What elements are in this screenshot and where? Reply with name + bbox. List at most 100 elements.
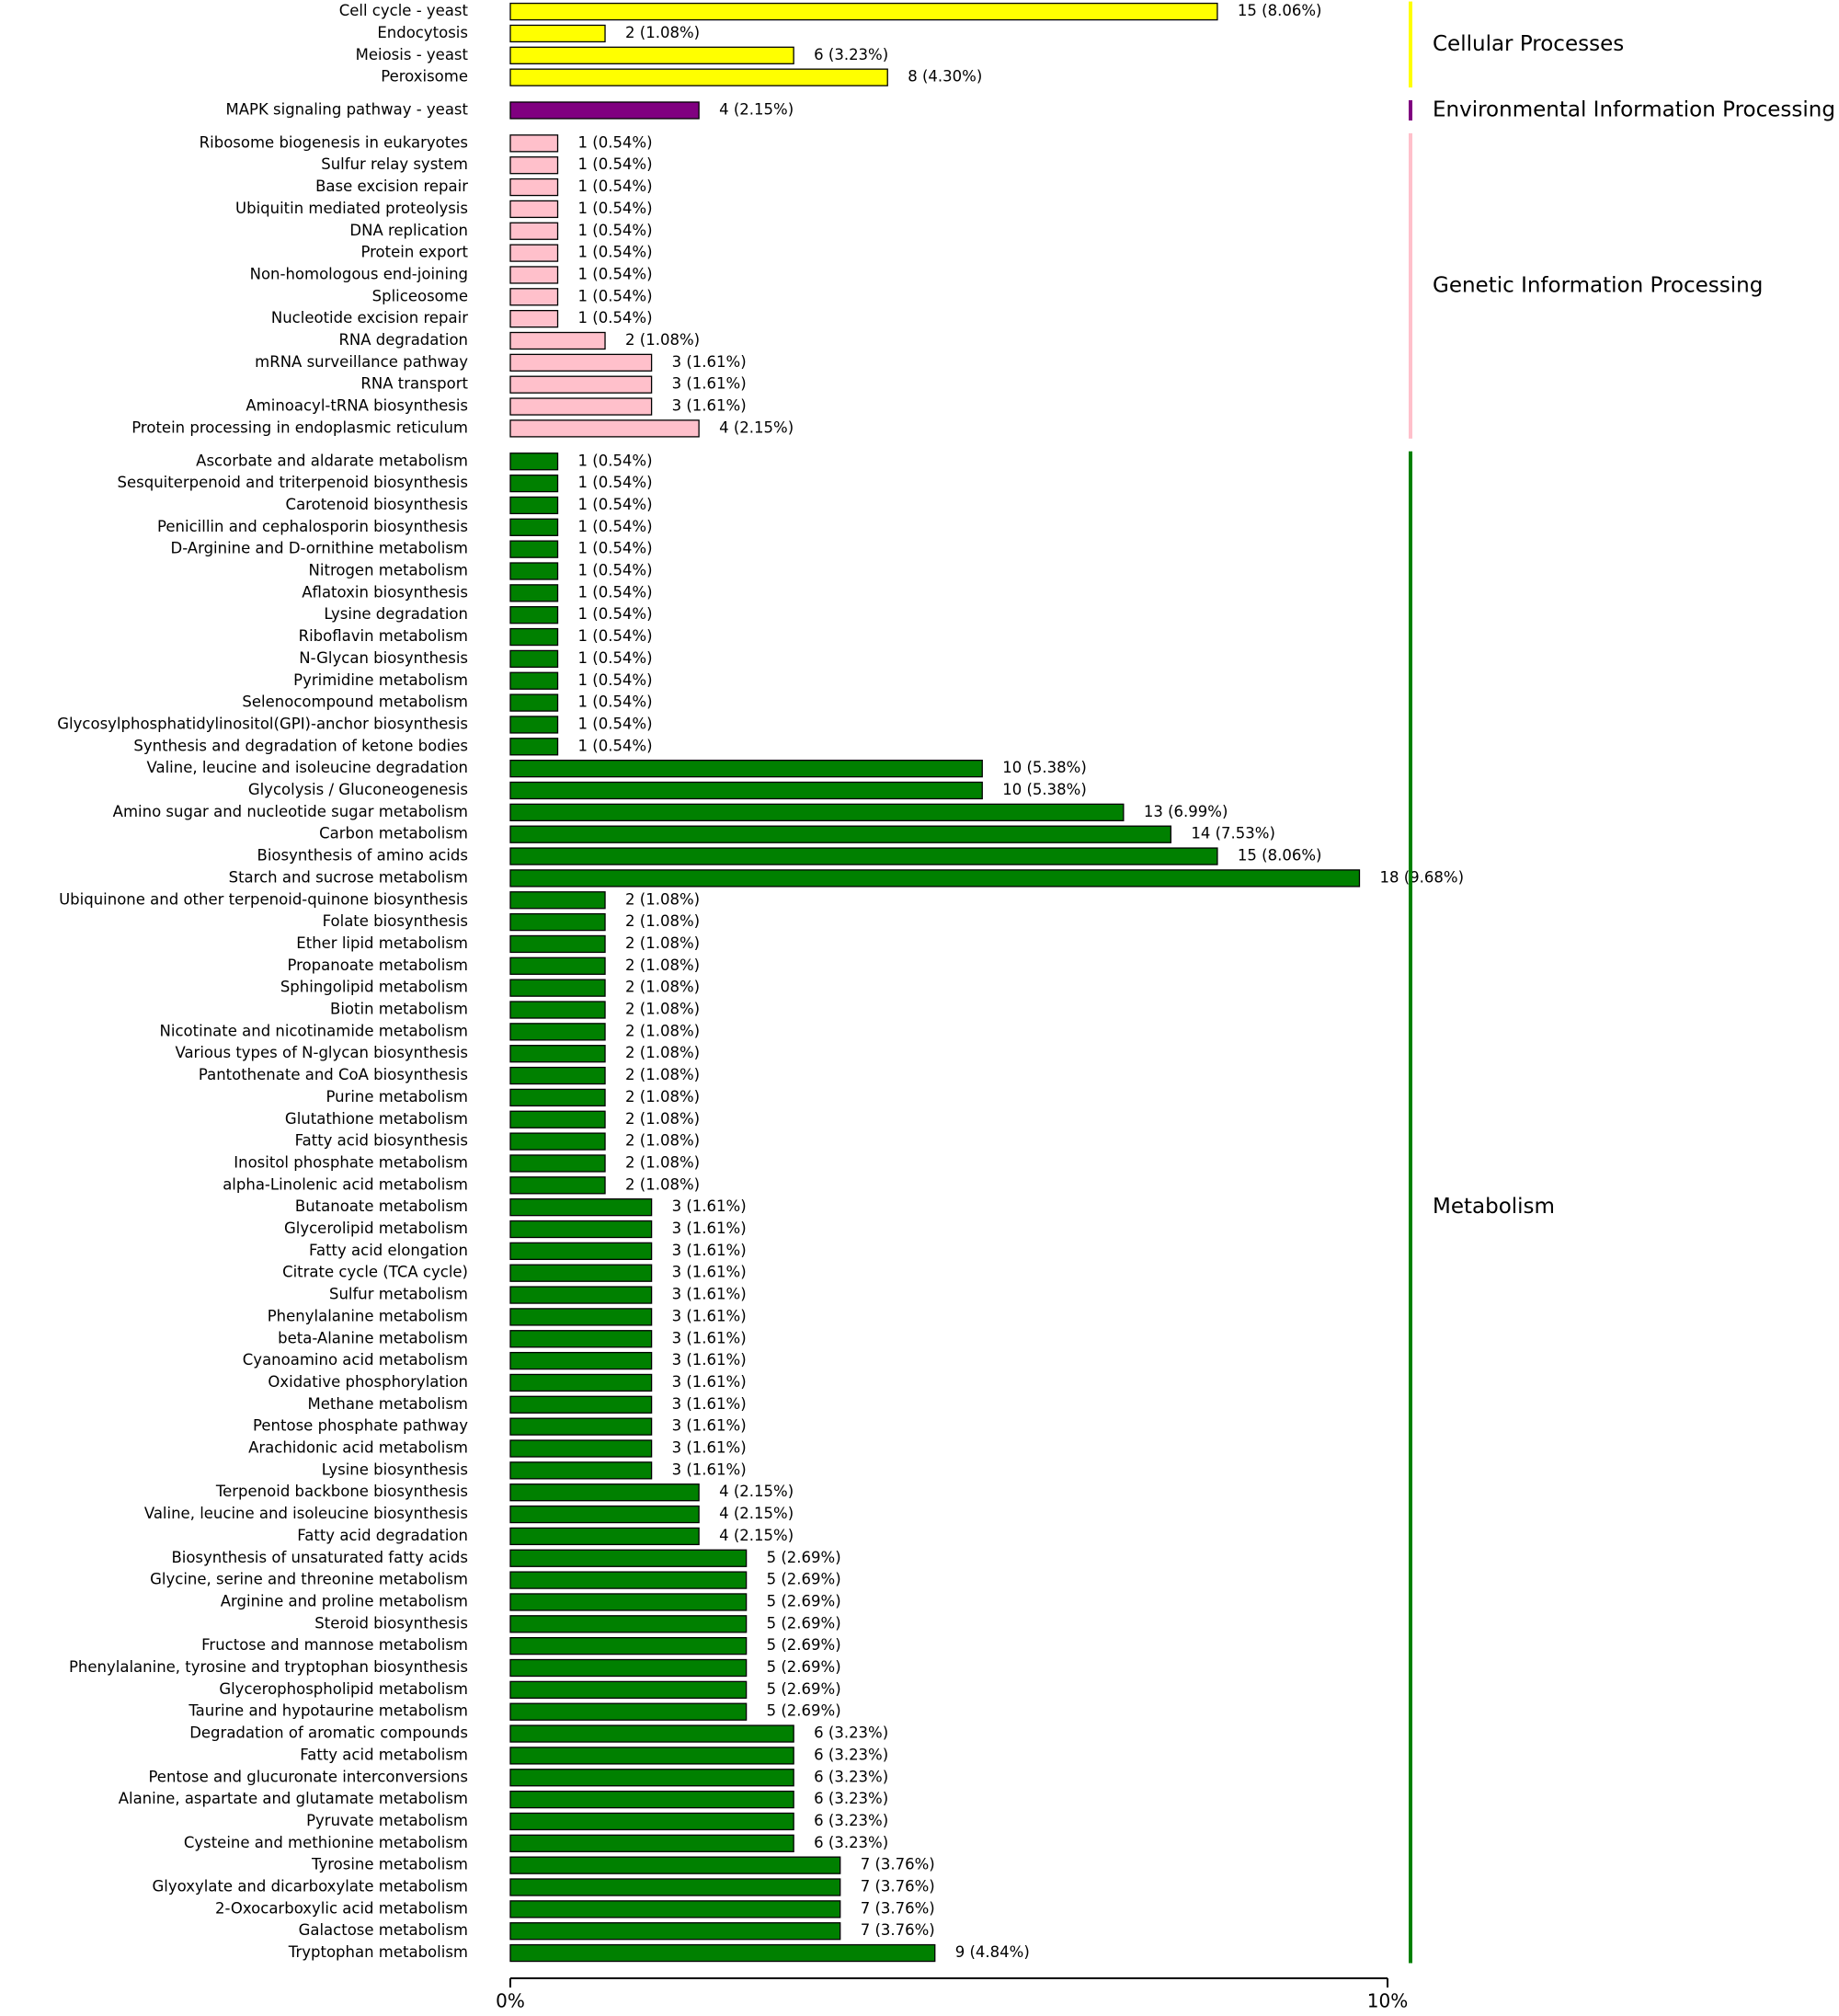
- value-label: 4 (2.15%): [719, 1527, 794, 1544]
- value-label: 18 (9.68%): [1379, 868, 1464, 886]
- value-label: 2 (1.08%): [625, 934, 700, 952]
- bar: [509, 496, 559, 515]
- bar: [509, 1769, 794, 1787]
- bar: [509, 1747, 794, 1765]
- bar: [509, 1637, 748, 1655]
- category-label: Sphingolipid metabolism: [280, 979, 468, 996]
- category-label: RNA degradation: [338, 331, 468, 349]
- category-label: MAPK signaling pathway - yeast: [225, 101, 468, 119]
- value-label: 2 (1.08%): [625, 1175, 700, 1193]
- value-label: 5 (2.69%): [767, 1658, 841, 1676]
- value-label: 1 (0.54%): [578, 287, 653, 304]
- bar: [509, 1330, 653, 1348]
- value-label: 1 (0.54%): [578, 178, 653, 195]
- value-label: 2 (1.08%): [625, 956, 700, 974]
- category-label: Citrate cycle (TCA cycle): [282, 1264, 468, 1281]
- bar: [509, 1878, 841, 1896]
- category-label: Glutathione metabolism: [285, 1110, 468, 1128]
- bar: [509, 1922, 841, 1941]
- value-label: 3 (1.61%): [672, 1329, 747, 1346]
- value-label: 3 (1.61%): [672, 1373, 747, 1391]
- category-label: Glyoxylate and dicarboxylate metabolism: [153, 1878, 469, 1896]
- bar: [509, 46, 794, 64]
- bar: [509, 803, 1125, 821]
- bar: [509, 760, 983, 778]
- value-label: 2 (1.08%): [625, 1066, 700, 1083]
- bar: [509, 1900, 841, 1919]
- category-label: Pentose and glucuronate interconversions: [148, 1768, 468, 1785]
- category-label: Biosynthesis of amino acids: [257, 847, 468, 865]
- category-label: Steroid biosynthesis: [314, 1614, 468, 1632]
- value-label: 5 (2.69%): [767, 1592, 841, 1609]
- value-label: 6 (3.23%): [814, 1746, 888, 1763]
- x-tick-label: 0%: [496, 1990, 525, 2012]
- value-label: 10 (5.38%): [1002, 781, 1087, 798]
- value-label: 2 (1.08%): [625, 1044, 700, 1061]
- category-label: Folate biosynthesis: [323, 912, 468, 930]
- category-label: Non-homologous end-joining: [250, 265, 468, 282]
- bar: [509, 222, 559, 240]
- value-label: 3 (1.61%): [672, 375, 747, 393]
- category-label: Alanine, aspartate and glutamate metabol…: [119, 1790, 468, 1807]
- bar: [509, 738, 559, 756]
- value-label: 1 (0.54%): [578, 452, 653, 469]
- bar: [509, 1834, 794, 1852]
- category-label: Penicillin and cephalosporin biosynthesi…: [157, 518, 468, 535]
- category-label: Purine metabolism: [326, 1088, 468, 1105]
- group-label: Cellular Processes: [1433, 32, 1624, 56]
- category-label: Phenylalanine metabolism: [268, 1307, 468, 1324]
- category-label: beta-Alanine metabolism: [278, 1329, 468, 1346]
- value-label: 1 (0.54%): [578, 200, 653, 217]
- bar: [509, 1527, 700, 1546]
- bar: [509, 1856, 841, 1874]
- category-label: Aflatoxin biosynthesis: [302, 583, 468, 601]
- value-label: 2 (1.08%): [625, 1088, 700, 1105]
- category-label: Ether lipid metabolism: [296, 934, 468, 952]
- value-label: 2 (1.08%): [625, 24, 700, 41]
- value-label: 4 (2.15%): [719, 1505, 794, 1522]
- value-label: 5 (2.69%): [767, 1636, 841, 1654]
- bar: [509, 1110, 606, 1128]
- bar: [509, 1373, 653, 1392]
- bar: [509, 1154, 606, 1173]
- value-label: 15 (8.06%): [1238, 2, 1322, 19]
- bar: [509, 309, 559, 328]
- bar: [509, 1001, 606, 1019]
- category-label: Butanoate metabolism: [295, 1197, 468, 1215]
- value-label: 3 (1.61%): [672, 1242, 747, 1259]
- bar: [509, 1264, 653, 1282]
- value-label: 3 (1.61%): [672, 1417, 747, 1435]
- bar: [509, 331, 606, 350]
- category-label: 2-Oxocarboxylic acid metabolism: [215, 1899, 468, 1917]
- group-label: Metabolism: [1433, 1195, 1555, 1219]
- bar: [509, 1088, 606, 1107]
- bar: [509, 200, 559, 219]
- value-label: 8 (4.30%): [908, 68, 982, 86]
- category-label: Pyruvate metabolism: [306, 1812, 468, 1829]
- bar: [509, 540, 559, 558]
- value-label: 2 (1.08%): [625, 1022, 700, 1039]
- bar: [509, 1943, 936, 1963]
- bar: [509, 1571, 748, 1589]
- category-label: Pantothenate and CoA biosynthesis: [199, 1066, 468, 1083]
- value-label: 9 (4.84%): [955, 1943, 1030, 1961]
- value-label: 6 (3.23%): [814, 1790, 888, 1807]
- category-label: Endocytosis: [377, 24, 468, 41]
- value-label: 10 (5.38%): [1002, 759, 1087, 776]
- value-label: 2 (1.08%): [625, 1001, 700, 1018]
- value-label: 1 (0.54%): [578, 605, 653, 623]
- bar: [509, 825, 1172, 843]
- value-label: 6 (3.23%): [814, 1768, 888, 1785]
- bar: [509, 1351, 653, 1370]
- bar: [509, 266, 559, 284]
- bar: [509, 1790, 794, 1809]
- bar: [509, 693, 559, 712]
- bar: [509, 353, 653, 372]
- bar: [509, 1724, 794, 1743]
- category-label: Inositol phosphate metabolism: [234, 1153, 468, 1171]
- bar: [509, 1417, 653, 1436]
- group-label: Environmental Information Processing: [1433, 98, 1835, 122]
- bar: [509, 912, 606, 932]
- category-label: Nucleotide excision repair: [271, 309, 468, 326]
- category-label: Ubiquitin mediated proteolysis: [235, 200, 468, 217]
